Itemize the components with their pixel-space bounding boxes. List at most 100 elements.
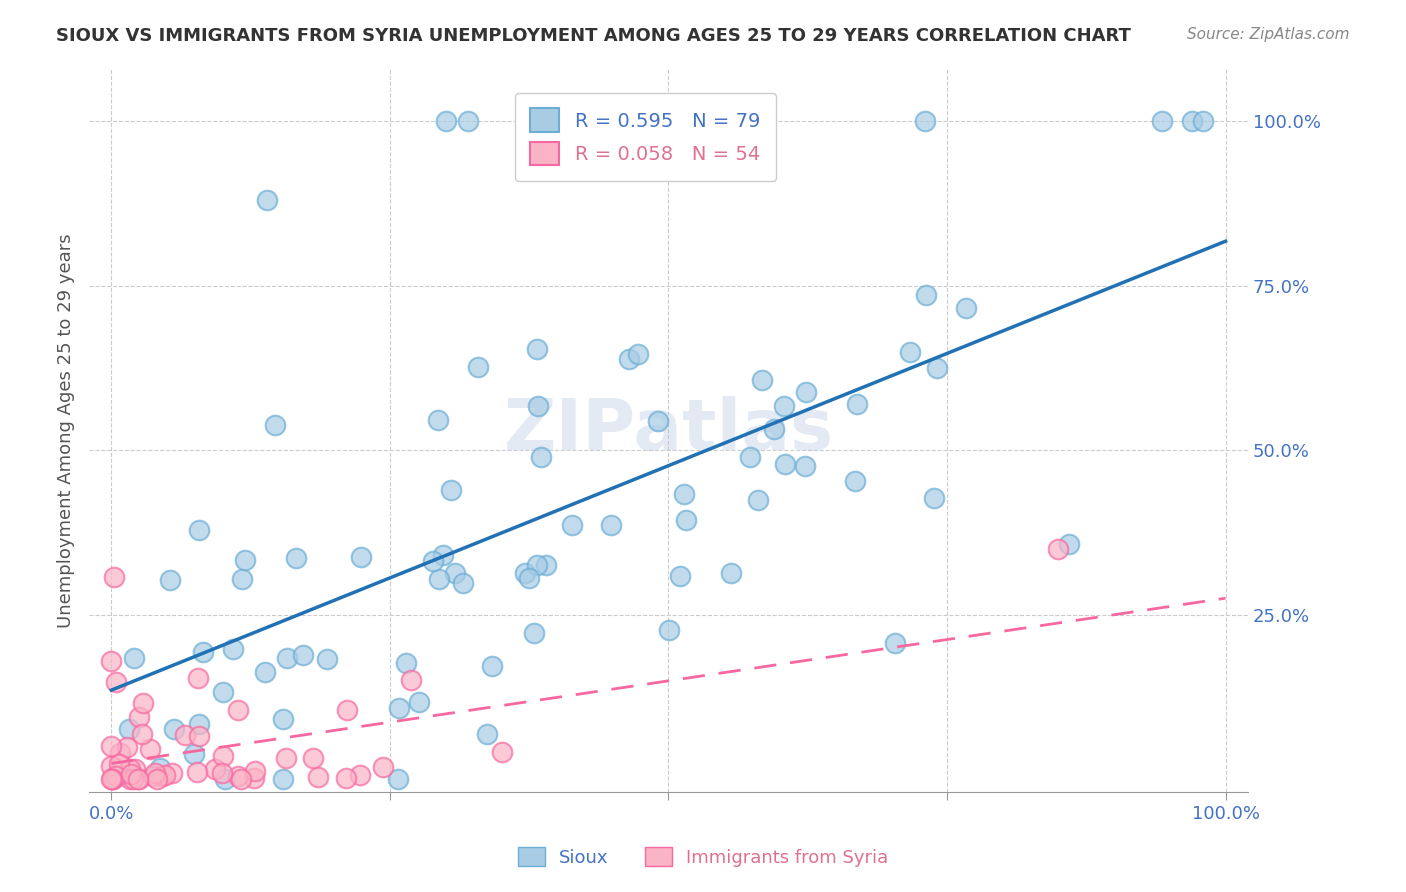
Sioux — [747, 493, 769, 508]
Sioux — [561, 518, 583, 533]
Sioux — [350, 549, 373, 564]
Sioux — [751, 373, 773, 387]
Immigrants from Syria — [132, 696, 155, 710]
Immigrants from Syria — [105, 769, 128, 783]
Sioux — [457, 114, 479, 128]
Legend: R = 0.595   N = 79, R = 0.058   N = 54: R = 0.595 N = 79, R = 0.058 N = 54 — [515, 93, 776, 181]
Immigrants from Syria — [336, 703, 359, 717]
Sioux — [481, 659, 503, 673]
Immigrants from Syria — [120, 772, 142, 786]
Sioux — [1192, 114, 1215, 128]
Immigrants from Syria — [302, 751, 325, 765]
Immigrants from Syria — [143, 766, 166, 780]
Sioux — [432, 548, 454, 562]
Immigrants from Syria — [335, 771, 357, 785]
Immigrants from Syria — [128, 772, 150, 786]
Sioux — [212, 684, 235, 698]
Immigrants from Syria — [100, 772, 122, 786]
Sioux — [955, 301, 977, 316]
Sioux — [149, 761, 172, 775]
Immigrants from Syria — [212, 749, 235, 764]
Sioux — [388, 700, 411, 714]
Immigrants from Syria — [226, 769, 249, 783]
Sioux — [422, 554, 444, 568]
Immigrants from Syria — [138, 742, 160, 756]
Immigrants from Syria — [228, 702, 250, 716]
Sioux — [276, 651, 298, 665]
Sioux — [271, 772, 294, 786]
Sioux — [773, 399, 796, 413]
Immigrants from Syria — [100, 739, 122, 753]
Sioux — [922, 491, 945, 505]
Sioux — [773, 457, 796, 471]
Sioux — [475, 727, 498, 741]
Sioux — [626, 347, 648, 361]
Sioux — [898, 345, 921, 359]
Sioux — [844, 475, 866, 489]
Immigrants from Syria — [127, 772, 149, 786]
Sioux — [515, 566, 537, 580]
Sioux — [253, 665, 276, 679]
Sioux — [794, 459, 817, 474]
Sioux — [188, 523, 211, 537]
Immigrants from Syria — [187, 671, 209, 685]
Y-axis label: Unemployment Among Ages 25 to 29 years: Unemployment Among Ages 25 to 29 years — [58, 233, 75, 628]
Sioux — [387, 772, 409, 786]
Immigrants from Syria — [1047, 541, 1070, 556]
Sioux — [517, 570, 540, 584]
Sioux — [315, 652, 337, 666]
Immigrants from Syria — [101, 772, 124, 786]
Text: SIOUX VS IMMIGRANTS FROM SYRIA UNEMPLOYMENT AMONG AGES 25 TO 29 YEARS CORRELATIO: SIOUX VS IMMIGRANTS FROM SYRIA UNEMPLOYM… — [56, 27, 1130, 45]
Immigrants from Syria — [276, 751, 298, 765]
Immigrants from Syria — [401, 673, 423, 688]
Immigrants from Syria — [110, 746, 132, 760]
Immigrants from Syria — [104, 768, 127, 782]
Text: Source: ZipAtlas.com: Source: ZipAtlas.com — [1187, 27, 1350, 42]
Immigrants from Syria — [243, 764, 266, 778]
Sioux — [658, 624, 681, 638]
Sioux — [846, 397, 869, 411]
Sioux — [1150, 114, 1173, 128]
Immigrants from Syria — [120, 762, 142, 776]
Sioux — [118, 722, 141, 736]
Immigrants from Syria — [160, 765, 183, 780]
Legend: Sioux, Immigrants from Syria: Sioux, Immigrants from Syria — [510, 840, 896, 874]
Sioux — [163, 723, 186, 737]
Sioux — [233, 553, 256, 567]
Immigrants from Syria — [115, 740, 138, 755]
Immigrants from Syria — [150, 769, 173, 783]
Immigrants from Syria — [105, 674, 128, 689]
Immigrants from Syria — [100, 759, 122, 773]
Sioux — [738, 450, 761, 465]
Sioux — [408, 695, 430, 709]
Sioux — [534, 558, 557, 572]
Immigrants from Syria — [101, 772, 124, 786]
Sioux — [669, 569, 692, 583]
Sioux — [467, 360, 489, 375]
Sioux — [292, 648, 315, 663]
Sioux — [675, 513, 697, 527]
Sioux — [122, 650, 145, 665]
Sioux — [763, 421, 786, 435]
Sioux — [214, 772, 236, 786]
Immigrants from Syria — [243, 771, 266, 785]
Sioux — [284, 551, 307, 566]
Immigrants from Syria — [124, 762, 146, 776]
Immigrants from Syria — [103, 570, 125, 584]
Immigrants from Syria — [349, 767, 371, 781]
Immigrants from Syria — [211, 766, 233, 780]
Sioux — [619, 352, 641, 367]
Sioux — [523, 626, 546, 640]
Sioux — [231, 572, 253, 586]
Sioux — [915, 288, 938, 302]
Sioux — [434, 114, 457, 128]
Sioux — [1057, 537, 1080, 551]
Sioux — [271, 712, 294, 726]
Sioux — [914, 114, 936, 128]
Sioux — [183, 747, 205, 761]
Sioux — [673, 487, 696, 501]
Sioux — [884, 636, 907, 650]
Sioux — [440, 483, 463, 497]
Sioux — [925, 361, 948, 376]
Sioux — [530, 450, 553, 464]
